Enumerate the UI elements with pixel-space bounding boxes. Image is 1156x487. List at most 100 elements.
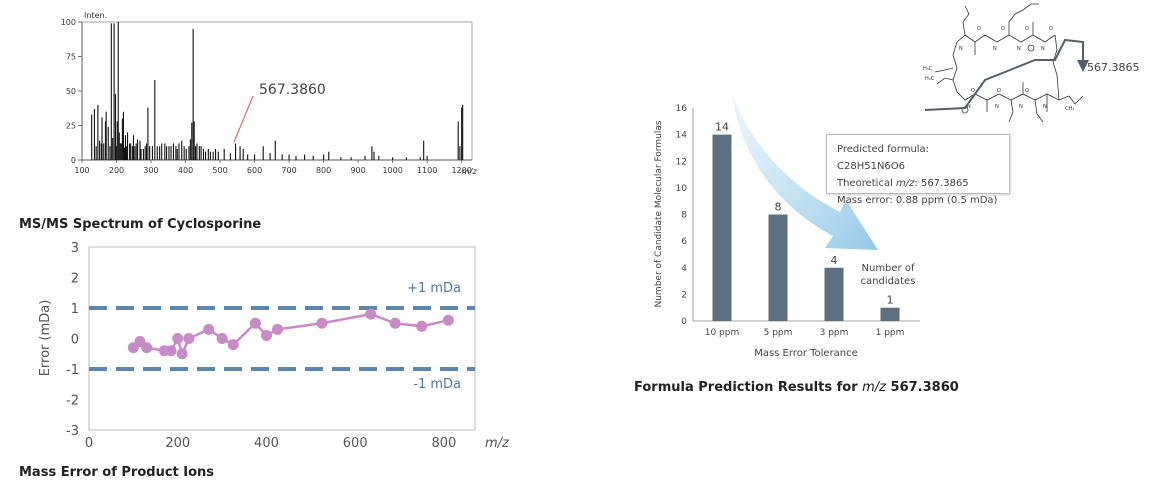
svg-text:H₃C: H₃C	[923, 66, 933, 72]
candidate-bar	[768, 214, 788, 321]
spectrum-ytick-label: 100	[61, 18, 76, 27]
error-xtick-label: 0	[85, 436, 93, 451]
svg-text:N: N	[995, 104, 999, 110]
formula-ytick-label: 14	[676, 131, 688, 141]
tooltip-predicted-formula: Predicted formula: C28H51N6O6	[837, 144, 930, 172]
formula-ytick-label: 16	[676, 104, 688, 114]
tooltip-theoretical-mz: Theoretical m/z: 567.3865	[837, 178, 969, 189]
formula-chart: Number of Candidate Molecular Formulas 0…	[654, 95, 920, 359]
spectrum-ytick-label: 50	[66, 87, 76, 96]
spectrum-ytick-label: 25	[66, 122, 76, 131]
plus-band-label: +1 mDa	[407, 281, 461, 296]
candidate-value-label: 4	[831, 254, 838, 267]
spectrum-xtick-label: 800	[316, 166, 331, 175]
candidate-bar	[824, 267, 844, 321]
tolerance-tick-label: 5 ppm	[764, 328, 793, 338]
formula-ytick-label: 12	[676, 157, 687, 167]
error-point	[165, 345, 177, 357]
candidates-label-line2: candidates	[861, 276, 916, 287]
error-ytick-label: -1	[66, 363, 79, 378]
error-point	[365, 308, 377, 320]
formula-caption: Formula Prediction Results for m/z 567.3…	[634, 380, 959, 395]
spectrum-xtick-label: 200	[109, 166, 124, 175]
formula-tooltip: Predicted formula: C28H51N6O6 Theoretica…	[826, 134, 1010, 206]
spectrum-ytick-label: 0	[71, 156, 76, 165]
formula-ytick-label: 0	[681, 317, 687, 327]
error-ytick-label: 1	[71, 302, 79, 317]
svg-text:N: N	[1041, 46, 1045, 52]
error-ytick-label: -3	[66, 424, 79, 439]
error-point	[272, 323, 284, 335]
tolerance-tick-label: 3 ppm	[820, 328, 849, 338]
spectrum-ytick-label: 75	[66, 53, 76, 62]
spectrum-xtick-label: 300	[143, 166, 158, 175]
formula-ytick-label: 2	[681, 290, 687, 300]
spectrum-xtick-label: 100	[74, 166, 89, 175]
error-point	[141, 342, 153, 354]
error-point	[176, 348, 188, 360]
error-ytick-label: -2	[66, 394, 79, 409]
minus-band-label: -1 mDa	[413, 377, 461, 392]
tolerance-tick-label: 10 ppm	[705, 328, 740, 338]
error-point	[172, 333, 184, 344]
error-ytick-label: 0	[71, 333, 79, 348]
error-point	[442, 314, 454, 326]
spectrum-xtick-label: 1200	[451, 166, 471, 175]
svg-text:O: O	[971, 88, 975, 94]
mass-error-chart: Error (mDa) 3 2 1 0 -1 -2 -3 0 200 400 600 800 +1 …	[38, 241, 510, 451]
svg-text:N: N	[959, 46, 963, 52]
error-ytick-label: 3	[71, 241, 79, 256]
structure-fragment-label: 567.3865	[1087, 61, 1140, 74]
candidate-bar	[712, 134, 732, 321]
candidate-value-label: 1	[887, 294, 894, 307]
error-xtick-label: 400	[254, 436, 279, 451]
error-point	[416, 320, 428, 332]
candidate-value-label: 14	[715, 121, 729, 134]
svg-text:O: O	[977, 26, 981, 32]
svg-text:N: N	[967, 104, 971, 110]
spectrum-caption: MS/MS Spectrum of Cyclosporine	[19, 217, 262, 232]
candidate-bar	[880, 307, 900, 321]
fragment-arrow-head	[1077, 60, 1089, 72]
peak-annotation-line	[233, 95, 254, 143]
error-point	[227, 339, 239, 351]
spectrum-xtick-label: 700	[281, 166, 296, 175]
error-xtick-label: 800	[432, 436, 457, 451]
error-point	[389, 317, 401, 329]
fragment-cut-line	[924, 38, 1084, 111]
error-point	[260, 329, 272, 341]
svg-text:N: N	[1019, 104, 1023, 110]
error-point	[216, 333, 228, 344]
svg-text:N: N	[993, 46, 997, 52]
candidates-label-line1: Number of	[862, 263, 915, 274]
svg-text:O: O	[1025, 26, 1029, 32]
tooltip-mass-error: Mass error: 0.88 ppm (0.5 mDa)	[837, 195, 998, 206]
spectrum-xtick-label: 1100	[417, 166, 437, 175]
formula-ytick-label: 10	[676, 184, 688, 194]
svg-text:O: O	[1049, 26, 1053, 32]
error-xtick-label: 600	[343, 436, 368, 451]
reduction-arrow	[732, 95, 878, 250]
spectrum-chart: Inten. 0 25 50 75 100 100 200 300 400 500 600 700 8…	[61, 11, 478, 176]
error-xlabel: m/z	[485, 436, 510, 451]
svg-text:N: N	[1017, 46, 1021, 52]
spectrum-xtick-label: 400	[178, 166, 193, 175]
spectrum-xtick-label: 500	[212, 166, 227, 175]
formula-xlabel: Mass Error Tolerance	[754, 348, 858, 359]
cyclosporine-structure: N N N N N N N N O O O O O O O H₃C H₃C CH₃ 567.3865	[923, 3, 1140, 123]
spectrum-xtick-label: 900	[350, 166, 365, 175]
svg-text:N: N	[1043, 104, 1047, 110]
spectrum-xlabel: m/z	[462, 167, 477, 176]
error-ylabel: Error (mDa)	[38, 300, 53, 377]
tolerance-tick-label: 1 ppm	[876, 328, 905, 338]
spectrum-xtick-label: 600	[247, 166, 262, 175]
error-point	[316, 317, 328, 329]
formula-ytick-label: 8	[681, 211, 687, 221]
spectrum-xtick-label: 1000	[382, 166, 402, 175]
error-xtick-label: 200	[165, 436, 190, 451]
svg-text:O: O	[997, 88, 1001, 94]
svg-text:O: O	[1025, 88, 1029, 94]
formula-ytick-label: 6	[681, 237, 687, 247]
formula-ylabel: Number of Candidate Molecular Formulas	[654, 120, 664, 307]
error-point	[203, 323, 215, 335]
